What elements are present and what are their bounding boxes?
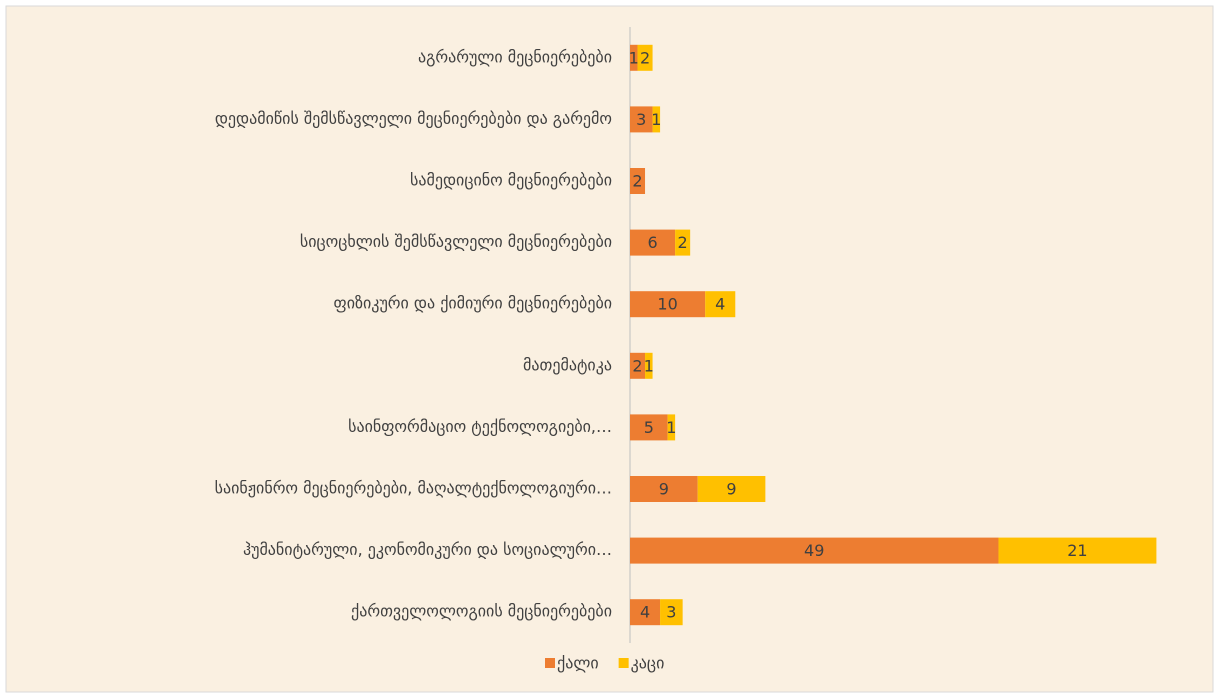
data-label: 1 [651,110,661,129]
data-label: 21 [1067,541,1087,560]
bar-segment [630,229,676,256]
data-label: 4 [640,603,650,622]
bar-segment [630,414,668,441]
data-label: 49 [804,541,824,560]
legend-swatch [618,658,629,668]
legend-label: ქალი [557,654,599,673]
bar-segment [705,291,736,318]
data-label: 10 [657,295,677,314]
bar-segment [998,537,1157,564]
data-label: 3 [636,110,646,129]
data-label: 6 [647,233,657,252]
data-label: 4 [715,295,725,314]
legend-swatch [545,658,555,668]
data-label: 2 [678,233,688,252]
data-label: 3 [666,603,676,622]
data-label: 9 [659,480,669,499]
data-label: 1 [666,418,676,437]
bar-segment [697,476,766,502]
bar-segment [652,106,661,133]
category-label: ქართველოლოგიის მეცნიერებები [351,602,612,621]
category-label: ფიზიკური და ქიმიური მეცნიერებები [334,294,613,313]
data-label: 2 [640,48,650,67]
category-label: აგრარული მეცნიერებები [418,47,612,66]
category-label: დედამიწის შემსწავლელი მეცნიერებები და გა… [215,109,612,128]
bar-segment [675,229,691,256]
bar-segment [630,599,661,626]
category-label: ჰუმანიტარული, ეკონომიკური და სოციალური… [243,540,612,559]
bar-segment [637,44,653,71]
legend-label: კაცი [631,654,665,673]
bar-segment [630,168,646,194]
category-label: მათემატიკა [523,355,612,374]
bar-segment [630,476,698,502]
category-label: საინჟინრო მეცნიერებები, მაღალტექნოლოგიურ… [215,479,612,498]
category-label: სიცოცხლის შემსწავლელი მეცნიერებები [300,232,612,251]
data-label: 1 [629,48,639,67]
chart-area [5,5,1214,693]
bar-segment [660,599,683,626]
data-label: 5 [644,418,654,437]
bar-segment [630,291,706,318]
bar-segment [630,352,646,379]
data-label: 2 [632,172,642,191]
category-label: სამედიცინო მეცნიერებები [410,171,612,190]
data-label: 9 [726,480,736,499]
category-label: საინფორმაციო ტექნოლოგიები,… [348,417,612,436]
data-label: 2 [632,356,642,375]
bar-segment [630,44,638,71]
bar-segment [667,414,676,441]
bar-segment [630,537,999,564]
bar-segment [645,352,653,379]
bar-segment [630,106,653,133]
data-label: 1 [644,356,654,375]
